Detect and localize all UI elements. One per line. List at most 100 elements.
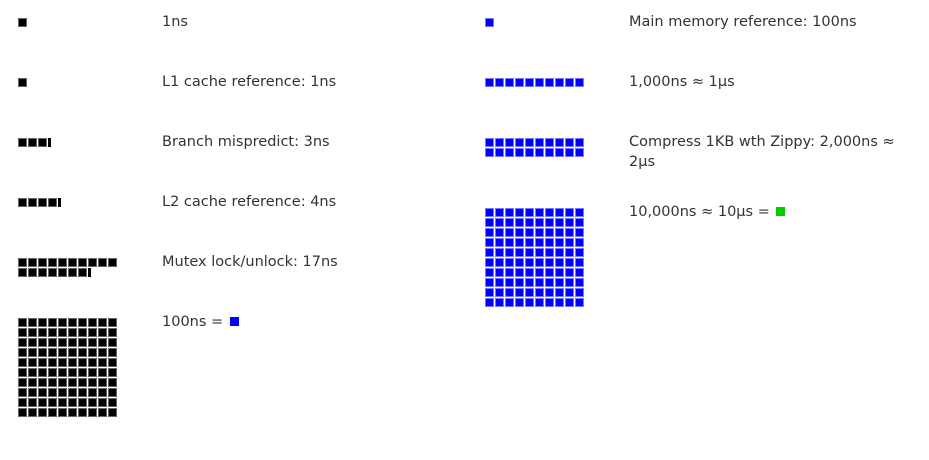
unit-square [565,248,574,257]
latency-squares [18,318,118,418]
unit-square [575,238,584,247]
latency-squares [485,18,585,28]
unit-square [28,358,37,367]
unit-square [495,278,504,287]
unit-square [545,258,554,267]
unit-square [38,378,47,387]
unit-square [565,208,574,217]
partial-square [58,198,61,207]
unit-square [108,358,117,367]
unit-square [58,268,67,277]
unit-square [485,268,494,277]
unit-square [495,258,504,267]
unit-square [18,198,27,207]
unit-square [545,208,554,217]
unit-square [485,258,494,267]
latency-text: L2 cache reference: 4ns [162,194,337,210]
latency-text: Branch mispredict: 3ns [162,134,330,150]
unit-square [515,138,524,147]
unit-square [525,248,534,257]
unit-square [575,208,584,217]
unit-square [535,248,544,257]
unit-square [515,218,524,227]
unit-square [48,268,57,277]
unit-square [28,378,37,387]
unit-square [495,138,504,147]
unit-square [485,238,494,247]
unit-square [565,78,574,87]
unit-square [545,298,554,307]
unit-square [28,368,37,377]
unit-square [485,288,494,297]
unit-square [78,258,87,267]
unit-square [108,348,117,357]
unit-square [545,138,554,147]
unit-square [515,278,524,287]
unit-square [58,368,67,377]
unit-square [98,258,107,267]
unit-square [495,218,504,227]
unit-square [535,208,544,217]
unit-square [108,318,117,327]
unit-square [18,268,27,277]
unit-square [98,338,107,347]
unit-square [88,358,97,367]
latency-label: Branch mispredict: 3ns [162,132,452,152]
latency-label: Mutex lock/unlock: 17ns [162,252,452,272]
unit-square [98,398,107,407]
latency-text: 1,000ns ≈ 1μs [629,74,735,90]
unit-square [78,268,87,277]
unit-square [575,248,584,257]
unit-square [495,238,504,247]
latency-squares [485,78,585,88]
unit-square [18,138,27,147]
unit-square [525,228,534,237]
equivalent-unit-square [229,317,239,326]
unit-square [28,258,37,267]
unit-square [78,358,87,367]
unit-square [485,218,494,227]
unit-square [88,408,97,417]
unit-square [555,288,564,297]
latency-label: Compress 1KB wth Zippy: 2,000ns ≈ 2μs [629,132,919,172]
unit-square [98,348,107,357]
latency-squares [485,138,585,158]
unit-square [28,198,37,207]
unit-square [545,218,554,227]
unit-square [28,328,37,337]
unit-square [485,298,494,307]
unit-square [48,328,57,337]
unit-square [68,348,77,357]
unit-square [58,258,67,267]
unit-square [38,408,47,417]
unit-square [525,208,534,217]
unit-square [575,78,584,87]
unit-square [485,228,494,237]
unit-square [18,368,27,377]
unit-square [38,368,47,377]
unit-square [48,338,57,347]
unit-square [18,318,27,327]
unit-square [58,348,67,357]
unit-square [38,358,47,367]
unit-square [28,138,37,147]
unit-square [505,228,514,237]
unit-square [525,218,534,227]
unit-square [535,258,544,267]
latency-text: 1ns [162,14,188,30]
partial-square [88,268,91,277]
unit-square [68,378,77,387]
unit-square [68,328,77,337]
unit-square [48,358,57,367]
unit-square [505,138,514,147]
unit-square [18,328,27,337]
unit-square [485,78,494,87]
unit-square [78,398,87,407]
unit-square [545,78,554,87]
unit-square [525,278,534,287]
unit-square [525,268,534,277]
equivalent-unit-square [776,207,786,216]
unit-square [485,148,494,157]
unit-square [68,358,77,367]
latency-text: 10,000ns ≈ 10μs = [629,204,775,220]
